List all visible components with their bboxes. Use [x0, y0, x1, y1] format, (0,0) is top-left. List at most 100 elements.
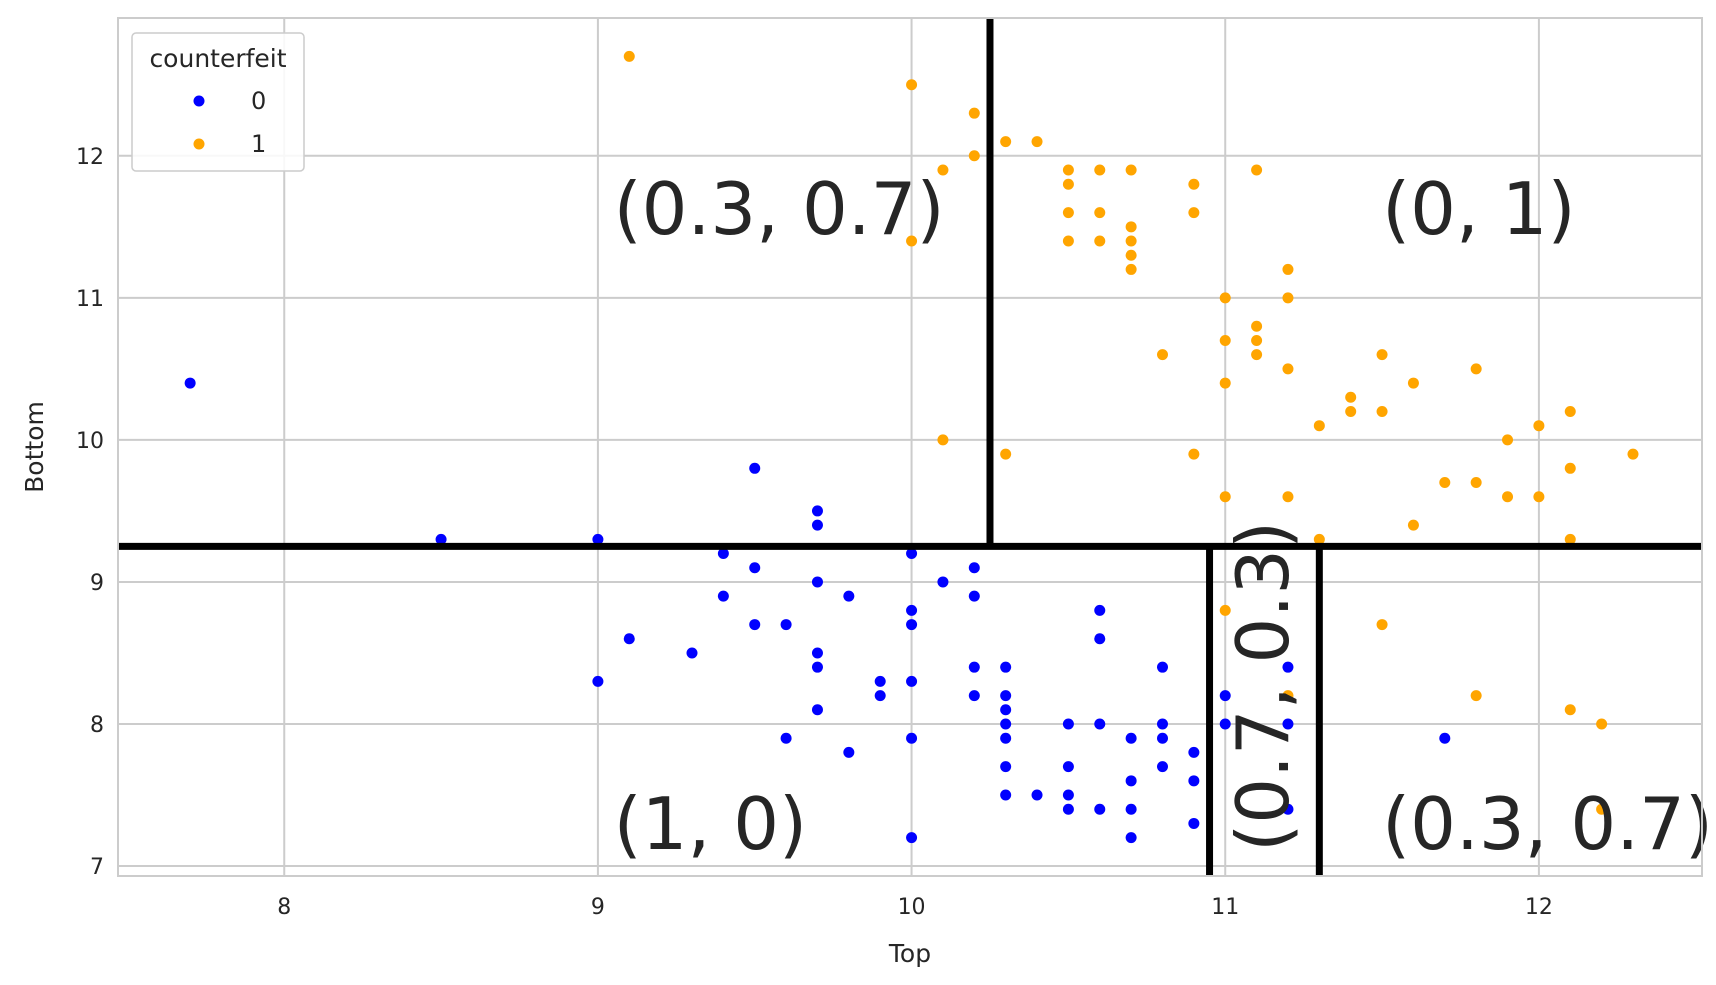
- data-point-series-1: [1094, 235, 1106, 247]
- y-tick-label: 11: [76, 287, 104, 312]
- data-point-series-0: [1031, 789, 1043, 801]
- data-point-series-1: [1596, 718, 1608, 730]
- x-tick-label: 9: [591, 895, 605, 920]
- data-point-series-1: [968, 107, 980, 119]
- data-point-series-1: [1502, 434, 1514, 446]
- data-point-series-0: [1094, 633, 1106, 645]
- y-axis-label: Bottom: [20, 401, 49, 493]
- data-point-series-0: [1000, 690, 1012, 702]
- data-point-series-0: [811, 647, 823, 659]
- data-point-series-0: [717, 548, 729, 560]
- data-point-series-0: [968, 661, 980, 673]
- data-point-series-1: [1094, 207, 1106, 219]
- region-annotation-5: (0.7, 0.3): [1221, 521, 1305, 852]
- data-point-series-1: [1407, 519, 1419, 531]
- data-point-series-1: [1627, 448, 1639, 460]
- data-point-series-1: [1502, 491, 1514, 503]
- region-annotations: (0.3, 0.7) (0, 1) (1, 0) (0.3, 0.7) (0.7, 0.…: [614, 167, 1713, 866]
- y-tick-label: 9: [90, 571, 104, 596]
- data-point-series-1: [1564, 704, 1576, 716]
- x-tick-label: 8: [277, 895, 291, 920]
- grid: [118, 18, 1702, 876]
- data-point-series-0: [1125, 803, 1137, 815]
- data-point-series-1: [1219, 491, 1231, 503]
- data-point-series-1: [1251, 320, 1263, 332]
- data-point-series-1: [1533, 420, 1545, 432]
- data-point-series-1: [1564, 533, 1576, 545]
- data-point-series-1: [1156, 349, 1168, 361]
- data-point-series-0: [749, 562, 761, 574]
- legend-title: counterfeit: [149, 44, 286, 73]
- data-point-series-0: [592, 675, 604, 687]
- data-point-series-1: [1062, 235, 1074, 247]
- data-point-series-1: [1188, 207, 1200, 219]
- data-point-series-1: [1439, 477, 1451, 489]
- data-point-series-1: [1564, 405, 1576, 417]
- data-point-series-0: [1156, 661, 1168, 673]
- data-point-series-0: [811, 704, 823, 716]
- data-point-series-1: [1282, 363, 1294, 375]
- data-point-series-0: [1219, 718, 1231, 730]
- data-point-series-0: [1282, 661, 1294, 673]
- y-tick-label: 12: [76, 145, 104, 170]
- data-point-series-1: [1188, 448, 1200, 460]
- data-point-series-0: [906, 548, 918, 560]
- x-tick-label: 10: [898, 895, 926, 920]
- data-point-series-0: [1062, 718, 1074, 730]
- data-point-series-1: [1125, 249, 1137, 261]
- data-point-series-0: [749, 619, 761, 631]
- data-point-series-0: [1282, 718, 1294, 730]
- data-point-series-1: [1407, 377, 1419, 389]
- data-point-series-1: [1219, 604, 1231, 616]
- data-point-series-0: [749, 462, 761, 474]
- data-point-series-0: [1125, 832, 1137, 844]
- data-point-series-0: [906, 732, 918, 744]
- y-tick-label: 7: [90, 855, 104, 880]
- data-point-series-1: [1062, 207, 1074, 219]
- data-point-series-1: [906, 79, 918, 91]
- data-point-series-1: [1376, 349, 1388, 361]
- data-point-series-1: [1031, 136, 1043, 148]
- data-point-series-0: [968, 590, 980, 602]
- data-point-series-1: [937, 434, 949, 446]
- data-point-series-0: [906, 604, 918, 616]
- legend-label-1: 1: [251, 130, 266, 158]
- split-lines: [118, 18, 1702, 876]
- data-point-series-0: [1156, 732, 1168, 744]
- data-point-series-0: [780, 619, 792, 631]
- data-point-series-0: [1156, 761, 1168, 773]
- data-point-series-1: [1062, 164, 1074, 176]
- region-annotation-4: (0.3, 0.7): [1382, 782, 1713, 866]
- data-point-series-0: [906, 675, 918, 687]
- data-point-series-0: [623, 633, 635, 645]
- data-point-series-0: [1000, 661, 1012, 673]
- data-point-series-0: [1188, 775, 1200, 787]
- data-point-series-1: [1596, 803, 1608, 815]
- data-point-series-1: [906, 235, 918, 247]
- data-point-series-0: [874, 675, 886, 687]
- y-tick-label: 10: [76, 429, 104, 454]
- tick-labels: 8 9 10 11 12 7 8 9 10 11 12: [76, 145, 1553, 920]
- data-point-series-1: [1282, 263, 1294, 275]
- data-point-series-0: [968, 562, 980, 574]
- data-point-series-1: [1219, 377, 1231, 389]
- data-point-series-1: [968, 150, 980, 162]
- data-point-series-1: [1062, 178, 1074, 190]
- data-point-series-1: [1282, 491, 1294, 503]
- data-point-series-1: [1251, 334, 1263, 346]
- data-point-series-1: [1282, 292, 1294, 304]
- data-point-series-0: [811, 661, 823, 673]
- data-point-series-0: [1125, 732, 1137, 744]
- data-point-series-0: [1000, 732, 1012, 744]
- data-point-series-0: [874, 690, 886, 702]
- data-point-series-1: [1470, 477, 1482, 489]
- data-point-series-1: [1470, 690, 1482, 702]
- data-point-series-1: [1533, 491, 1545, 503]
- data-point-series-1: [1345, 391, 1357, 403]
- data-point-series-1: [1125, 263, 1137, 275]
- data-point-series-1: [1125, 235, 1137, 247]
- x-axis-label: Top: [888, 939, 931, 968]
- data-point-series-0: [1156, 718, 1168, 730]
- data-point-series-1: [1282, 690, 1294, 702]
